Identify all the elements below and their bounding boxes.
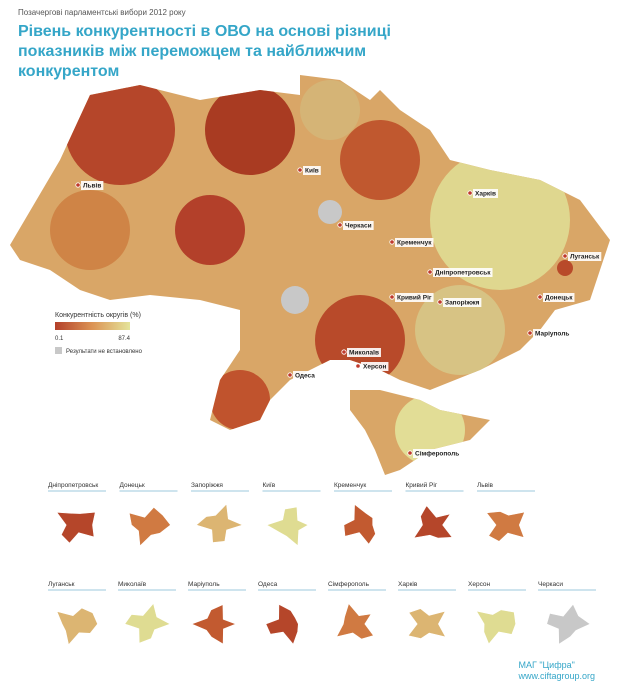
city-dot <box>437 299 443 305</box>
inset-map <box>56 511 96 544</box>
inset-title: Одеса <box>258 581 278 588</box>
city-label: Миколаїв <box>349 350 379 357</box>
city-label-bg <box>347 348 381 357</box>
supertitle: Позачергові парламентські вибори 2012 ро… <box>18 8 186 17</box>
inset-title: Київ <box>263 482 276 489</box>
city-dot <box>297 167 303 173</box>
city-label: Сімферополь <box>415 450 459 458</box>
inset-map <box>266 506 309 547</box>
city-label-bg <box>293 371 317 380</box>
legend-scale <box>55 322 130 330</box>
footer-url: www.ciftagroup.org <box>518 671 595 681</box>
city-label: Одеса <box>295 373 315 380</box>
city-label-bg <box>533 329 572 338</box>
inset-map <box>486 511 526 542</box>
city-label: Київ <box>305 168 319 175</box>
inset-title: Кривий Ріг <box>406 481 438 489</box>
city-label-bg <box>81 181 104 190</box>
legend-min: 0.1 <box>55 336 64 342</box>
inset-title: Черкаси <box>538 581 563 588</box>
inset-map <box>128 506 171 547</box>
city-dot <box>407 450 413 456</box>
inset-title: Запоріжжя <box>191 481 223 489</box>
inset-title: Львів <box>477 481 494 489</box>
city-label-bg <box>443 298 482 307</box>
city-label: Львів <box>83 182 101 190</box>
inset-title: Луганськ <box>48 581 75 588</box>
inset-title: Донецьк <box>120 482 145 489</box>
inset-map <box>195 503 244 543</box>
city-dot <box>389 294 395 300</box>
city-dot <box>527 330 533 336</box>
inset-title: Харків <box>398 580 418 588</box>
inset-title: Кременчук <box>334 482 366 489</box>
title: Рівень конкурентності в ОВО на основі рі… <box>18 23 391 80</box>
inset-map <box>475 609 517 645</box>
city-dot <box>337 222 343 228</box>
city-label-bg <box>361 362 389 371</box>
inset-map <box>407 608 447 639</box>
city-label: Донецьк <box>545 295 573 302</box>
inset-map <box>343 503 376 545</box>
city-dot <box>341 349 347 355</box>
inset-map <box>190 604 237 645</box>
legend-no-data: Результати не встановлено <box>66 349 143 355</box>
city-label-bg <box>303 166 321 175</box>
legend-max: 87.4 <box>118 336 130 342</box>
inset-title: Дніпропетровськ <box>48 481 98 489</box>
city-label-bg <box>395 293 434 302</box>
city-label: Луганськ <box>570 254 600 261</box>
city-label-bg <box>413 449 462 458</box>
city-label: Харків <box>475 190 496 198</box>
city-label-bg <box>543 293 575 302</box>
city-label: Дніпропетровськ <box>435 269 491 277</box>
footer-org: МАГ "Цифра" <box>518 660 575 670</box>
inset-title: Херсон <box>468 581 491 588</box>
country <box>10 75 610 475</box>
inset-title: Миколаїв <box>118 581 147 588</box>
city-dot <box>75 182 81 188</box>
city-dot <box>355 363 361 369</box>
inset-map <box>413 505 453 539</box>
city-label: Херсон <box>363 364 387 371</box>
city-label-bg <box>433 268 493 277</box>
city-label: Кривий Ріг <box>397 294 432 302</box>
legend-no-data-swatch <box>55 347 62 354</box>
city-dot <box>287 372 293 378</box>
city-label: Черкаси <box>345 223 372 230</box>
city-label: Запоріжжя <box>445 299 480 307</box>
inset-title: Сімферополь <box>328 580 370 588</box>
inset-title: Маріуполь <box>188 580 220 588</box>
city-dot <box>427 269 433 275</box>
city-label-bg <box>343 221 374 230</box>
inset-map <box>336 602 375 640</box>
city-label: Кременчук <box>397 240 432 247</box>
footer: МАГ "Цифра" www.ciftagroup.org <box>518 660 595 682</box>
city-label-bg <box>473 189 498 198</box>
inset-map <box>265 603 299 645</box>
city-dot <box>389 239 395 245</box>
city-label-bg <box>568 252 602 261</box>
inset-map <box>546 603 591 645</box>
city-dot <box>562 253 568 259</box>
city-dot <box>467 190 473 196</box>
inset-map <box>124 602 171 644</box>
inset-map <box>56 607 98 646</box>
city-label: Маріуполь <box>535 330 569 338</box>
city-label-bg <box>395 238 434 247</box>
legend-title: Конкурентність округів (%) <box>55 311 141 319</box>
city-dot <box>537 294 543 300</box>
